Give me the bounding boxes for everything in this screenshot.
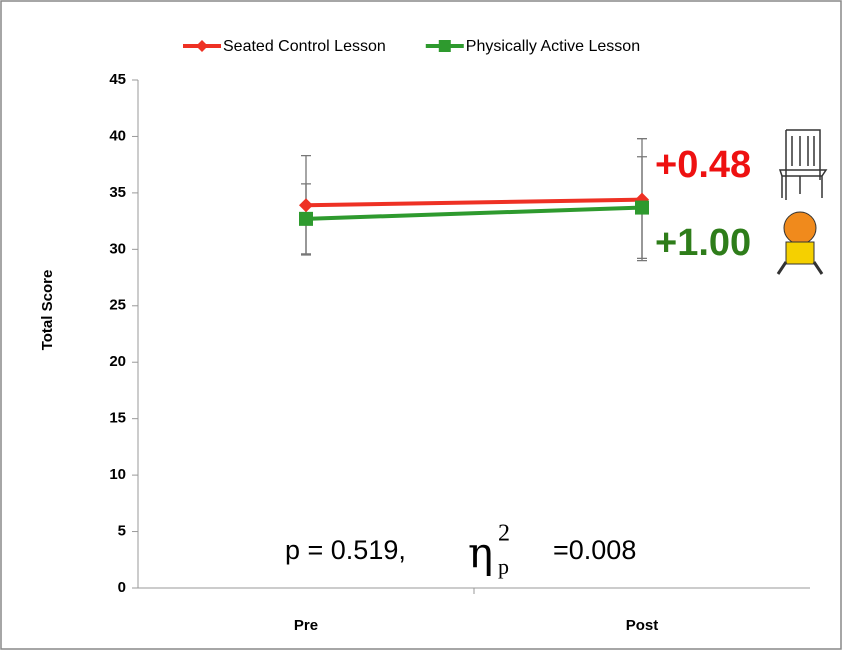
- y-tick-label: 45: [109, 71, 126, 88]
- annotation: +1.00: [655, 222, 751, 264]
- annotation: =0.008: [553, 535, 636, 565]
- y-tick-label: 0: [118, 579, 126, 596]
- y-tick-label: 30: [109, 240, 126, 257]
- y-tick-label: 5: [118, 523, 126, 540]
- chart: Total Score +0.48 +1.00 p = 0.519, η 2 p…: [0, 0, 844, 651]
- y-tick-label: 15: [109, 410, 126, 427]
- legend-marker: [439, 40, 451, 52]
- annotation: 2: [498, 521, 510, 547]
- frame: [1, 1, 841, 649]
- marker: [299, 212, 313, 226]
- y-tick-label: 20: [109, 353, 126, 370]
- annotation: η: [468, 528, 493, 577]
- annotation: p: [498, 554, 509, 579]
- y-tick-label: 25: [109, 297, 126, 314]
- y-tick-label: 40: [109, 127, 126, 144]
- legend-label: Seated Control Lesson: [223, 38, 386, 55]
- y-tick-label: 10: [109, 466, 126, 483]
- x-tick-label: Pre: [294, 617, 318, 634]
- x-tick-label: Post: [626, 617, 659, 634]
- marker: [635, 201, 649, 215]
- y-axis-label: Total Score: [39, 270, 56, 351]
- annotation: +0.48: [655, 144, 751, 186]
- legend-label: Physically Active Lesson: [466, 38, 640, 55]
- y-tick-label: 35: [109, 184, 126, 201]
- annotation: p = 0.519,: [285, 535, 406, 565]
